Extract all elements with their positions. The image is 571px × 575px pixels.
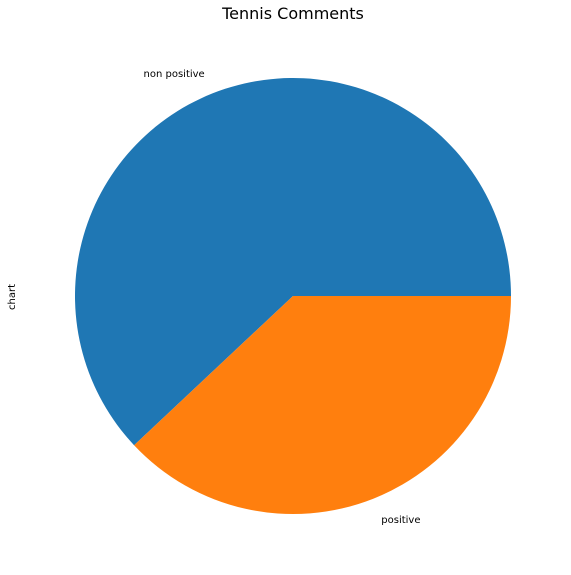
pie-slice-non-positive [74, 77, 511, 446]
pie-slice-labels: non positive positive [144, 69, 421, 526]
chart-title: Tennis Comments [221, 4, 364, 23]
pie-slice-label: non positive [144, 69, 205, 80]
pie-slices [74, 77, 511, 514]
y-axis-label: chart [7, 284, 18, 310]
pie-slice-label: positive [381, 515, 420, 526]
pie-slice-positive [134, 296, 511, 514]
